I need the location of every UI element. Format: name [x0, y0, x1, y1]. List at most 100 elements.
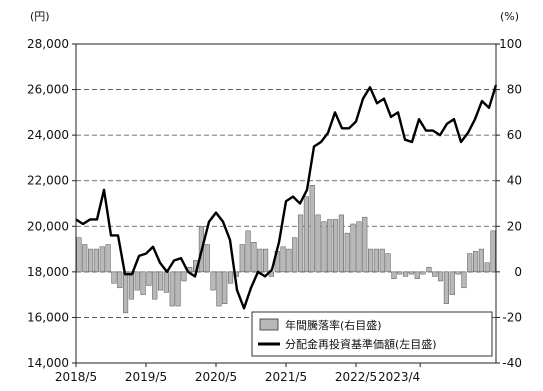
- bar: [467, 253, 473, 273]
- bar: [123, 271, 129, 314]
- right-tick-label: 0: [514, 265, 522, 279]
- bar: [251, 241, 257, 273]
- bar: [152, 271, 158, 300]
- bar: [99, 246, 105, 273]
- bar: [263, 248, 269, 273]
- axes: 14,000 16,000 18,000 20,000 22,000 24,000 26,0…: [27, 37, 522, 384]
- bar: [146, 271, 152, 286]
- left-tick-label: 18,000: [27, 265, 69, 279]
- line-series-nav: [75, 84, 498, 310]
- bar: [426, 267, 432, 273]
- bar: [461, 271, 467, 289]
- bar: [239, 244, 245, 273]
- legend-box: [251, 311, 493, 357]
- bar: [414, 271, 420, 279]
- left-tick-label: 24,000: [27, 128, 69, 142]
- bar: [175, 271, 181, 307]
- legend-line-label: 分配金再投資基準価額(左目盛): [285, 337, 437, 351]
- x-tick-label: 2020/5: [195, 370, 237, 384]
- bar: [362, 216, 368, 273]
- bar: [169, 271, 175, 307]
- bar: [490, 230, 496, 273]
- bar: [455, 271, 461, 275]
- bar: [111, 271, 117, 284]
- legend-bar-swatch: [259, 318, 279, 331]
- bar: [321, 221, 327, 273]
- x-tick-label: 2022/5: [335, 370, 377, 384]
- bar: [309, 185, 315, 273]
- bar: [181, 271, 187, 282]
- right-tick-label: 60: [507, 128, 522, 142]
- bar: [268, 271, 274, 277]
- legend: 年間騰落率(右目盛) 分配金再投資基準価額(左目盛): [251, 311, 493, 357]
- bar: [449, 271, 455, 295]
- bar: [408, 271, 414, 275]
- right-tick-label: 20: [507, 219, 522, 233]
- bar: [350, 223, 356, 273]
- bar: [105, 244, 111, 273]
- bar: [245, 230, 251, 273]
- bar: [403, 271, 409, 277]
- bar: [368, 248, 374, 273]
- nav-line: [75, 84, 498, 310]
- bar: [158, 271, 164, 291]
- bar: [204, 244, 210, 273]
- left-axis-unit: (円): [30, 10, 50, 23]
- bar: [373, 248, 379, 273]
- bar: [478, 248, 484, 273]
- bar: [397, 271, 403, 275]
- right-tick-label: -40: [502, 356, 522, 370]
- bar: [443, 271, 449, 305]
- bar: [82, 244, 88, 273]
- left-tick-label: 22,000: [27, 174, 69, 188]
- bar: [216, 271, 222, 307]
- bar: [344, 232, 350, 273]
- x-tick-label: 2019/5: [125, 370, 167, 384]
- bar: [222, 271, 228, 305]
- bar: [93, 248, 99, 273]
- right-axis-unit: (%): [500, 10, 519, 23]
- bar: [484, 262, 490, 273]
- bar: [298, 214, 304, 273]
- bar: [432, 271, 438, 277]
- bar: [128, 271, 134, 300]
- bar: [315, 214, 321, 273]
- bar: [292, 237, 298, 273]
- bar: [134, 271, 140, 291]
- bar: [379, 248, 385, 273]
- bar: [76, 237, 82, 273]
- bar: [438, 271, 444, 282]
- x-tick-label: 2023/4: [378, 370, 420, 384]
- left-tick-label: 16,000: [27, 310, 69, 324]
- bar: [117, 271, 123, 289]
- left-tick-label: 28,000: [27, 37, 69, 51]
- x-tick-label: 2018/5: [55, 370, 97, 384]
- bar: [327, 219, 333, 273]
- bar: [257, 248, 263, 273]
- left-tick-label: 26,000: [27, 83, 69, 97]
- legend-bar-label: 年間騰落率(右目盛): [285, 318, 382, 332]
- right-tick-label: 40: [507, 174, 522, 188]
- bar: [140, 271, 146, 295]
- right-tick-label: 100: [499, 37, 522, 51]
- bar: [333, 219, 339, 273]
- bar: [228, 271, 234, 284]
- bar: [88, 248, 94, 273]
- bar: [420, 271, 426, 275]
- x-tick-label: 2021/5: [265, 370, 307, 384]
- left-tick-label: 20,000: [27, 219, 69, 233]
- bar: [338, 214, 344, 273]
- right-tick-label: -20: [502, 310, 522, 324]
- bar: [303, 196, 309, 273]
- bar: [391, 271, 397, 279]
- bar: [385, 253, 391, 273]
- bar: [286, 248, 292, 273]
- bar: [280, 246, 286, 273]
- bar: [210, 271, 216, 291]
- bar-series-annual-return: [76, 185, 496, 314]
- right-tick-label: 80: [507, 83, 522, 97]
- left-tick-label: 14,000: [27, 356, 69, 370]
- bar: [163, 271, 169, 293]
